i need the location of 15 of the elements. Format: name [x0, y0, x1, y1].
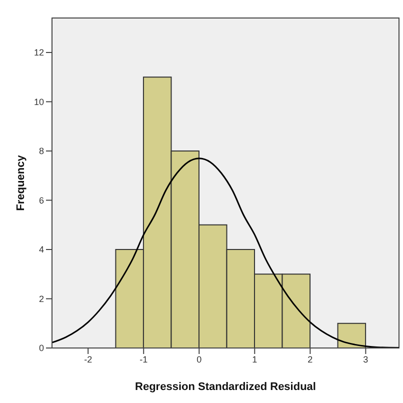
x-axis-title: Regression Standardized Residual: [135, 381, 316, 393]
y-tick-label: 2: [38, 294, 44, 304]
x-tick-label: 3: [363, 354, 368, 364]
y-tick-label: 8: [38, 146, 44, 156]
y-tick-label: 0: [38, 343, 44, 354]
x-tick-label: -2: [84, 354, 92, 364]
y-tick-label: 4: [38, 244, 44, 255]
x-tick-label: 0: [196, 354, 202, 364]
x-tick-label: -1: [140, 354, 148, 364]
x-tick-label: 2: [308, 354, 313, 364]
y-axis-title: Frequency: [14, 154, 27, 211]
y-tick-label: 6: [38, 195, 44, 206]
x-tick-label: 1: [252, 354, 258, 364]
y-tick-label: 12: [34, 48, 44, 58]
y-tick-label: 10: [34, 96, 44, 107]
